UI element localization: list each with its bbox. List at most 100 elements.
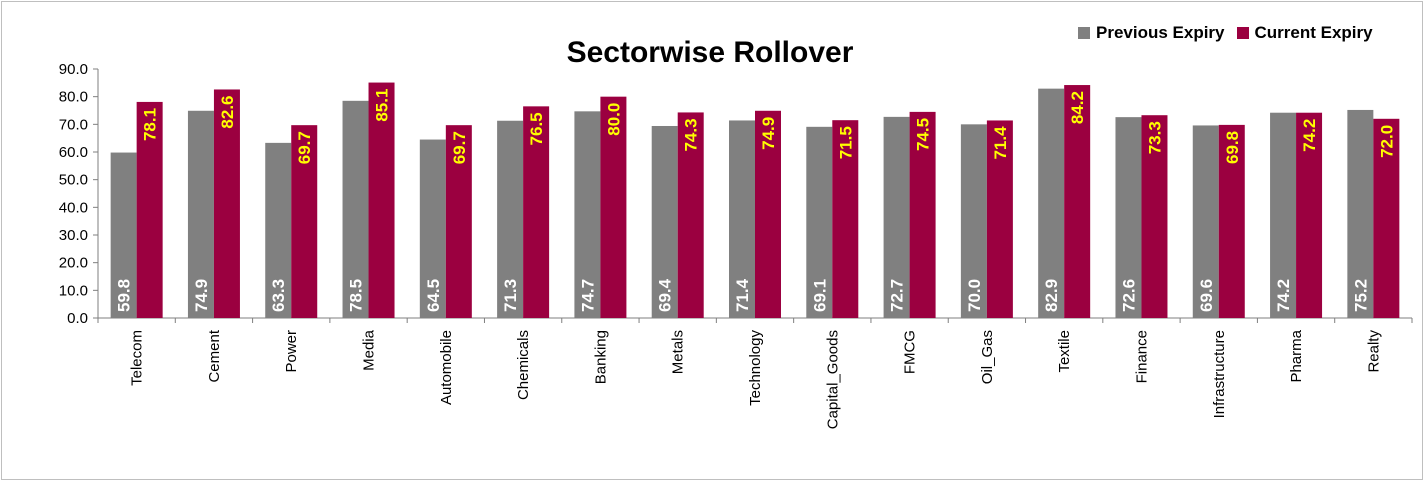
data-label-current: 84.2 xyxy=(1068,91,1087,124)
bar-previous xyxy=(1347,109,1374,319)
x-category-label: Automobile xyxy=(438,330,455,405)
data-label-previous: 71.4 xyxy=(733,278,752,312)
legend-label-current: Current Expiry xyxy=(1254,23,1373,42)
x-category-label: Cement xyxy=(206,329,223,382)
data-label-current: 69.7 xyxy=(450,131,469,164)
x-category-label: FMCG xyxy=(902,330,919,374)
data-label-previous: 69.1 xyxy=(810,279,829,312)
data-label-current: 69.7 xyxy=(295,131,314,164)
bar-current xyxy=(1141,115,1168,318)
x-category-label: Pharma xyxy=(1288,329,1305,382)
bar-previous xyxy=(1192,125,1219,318)
x-category-label: Capital_Goods xyxy=(824,330,841,429)
y-tick-label: 30.0 xyxy=(59,227,88,244)
bar-current xyxy=(445,125,472,318)
data-label-previous: 70.0 xyxy=(965,279,984,312)
y-tick-label: 0.0 xyxy=(67,310,88,327)
x-category-label: Oil_Gas xyxy=(979,330,996,384)
y-tick-label: 80.0 xyxy=(59,89,88,106)
data-label-current: 69.8 xyxy=(1223,131,1242,164)
x-category-label: Textile xyxy=(1056,330,1073,373)
data-label-previous: 63.3 xyxy=(269,279,288,312)
bar-previous xyxy=(574,111,601,318)
bar-previous xyxy=(729,120,755,319)
data-label-previous: 75.2 xyxy=(1351,279,1370,312)
x-category-label: Telecom xyxy=(129,330,146,386)
bar-current xyxy=(1296,112,1323,318)
bar-current xyxy=(677,112,704,318)
chart-legend: Previous Expiry Current Expiry xyxy=(1078,23,1373,43)
data-label-previous: 64.5 xyxy=(424,279,443,312)
bar-previous xyxy=(187,110,214,318)
bar-current xyxy=(832,120,859,318)
y-tick-label: 20.0 xyxy=(59,255,88,272)
data-label-previous: 74.7 xyxy=(578,279,597,312)
bar-current xyxy=(755,110,781,318)
data-label-current: 76.5 xyxy=(527,112,546,145)
bar-previous xyxy=(110,152,137,318)
data-label-current: 74.2 xyxy=(1300,119,1319,152)
data-label-current: 80.0 xyxy=(604,103,623,136)
data-label-current: 72.0 xyxy=(1377,125,1396,158)
bar-current xyxy=(368,82,395,318)
x-category-label: Metals xyxy=(670,330,687,374)
x-category-label: Technology xyxy=(747,330,764,406)
x-category-label: Power xyxy=(283,330,300,373)
data-label-previous: 71.3 xyxy=(501,279,520,312)
y-tick-label: 60.0 xyxy=(59,144,88,161)
data-label-current: 78.1 xyxy=(141,108,160,141)
bar-current xyxy=(1064,85,1091,319)
x-category-label: Chemicals xyxy=(515,330,532,400)
bar-previous xyxy=(497,120,524,318)
chart-title: Sectorwise Rollover xyxy=(566,36,854,69)
bar-previous xyxy=(419,139,446,318)
bar-previous xyxy=(1038,88,1065,318)
bar-previous xyxy=(960,124,987,318)
x-category-label: Finance xyxy=(1133,330,1150,383)
data-label-current: 82.6 xyxy=(218,95,237,128)
legend-swatch-current xyxy=(1236,27,1249,39)
data-label-current: 71.4 xyxy=(991,126,1010,160)
bar-previous xyxy=(806,126,833,318)
legend-swatch-previous xyxy=(1078,27,1090,39)
bar-current xyxy=(1218,124,1245,319)
legend-item-current: Current Expiry xyxy=(1236,23,1373,43)
data-label-previous: 78.5 xyxy=(347,279,366,312)
x-category-label: Infrastructure xyxy=(1211,330,1228,418)
y-tick-label: 40.0 xyxy=(59,199,88,216)
data-label-current: 74.5 xyxy=(914,118,933,151)
data-label-current: 74.3 xyxy=(682,118,701,151)
data-label-previous: 72.6 xyxy=(1119,279,1138,312)
bar-previous xyxy=(883,116,910,318)
bar-current xyxy=(986,120,1013,319)
data-label-current: 74.9 xyxy=(759,117,778,150)
data-label-previous: 69.6 xyxy=(1197,279,1216,312)
data-label-previous: 82.9 xyxy=(1042,279,1061,312)
data-label-previous: 72.7 xyxy=(888,279,907,312)
data-label-current: 71.5 xyxy=(836,126,855,159)
y-tick-label: 50.0 xyxy=(59,172,88,189)
bar-current xyxy=(136,101,163,318)
bar-current xyxy=(600,96,627,319)
bar-current xyxy=(291,125,318,318)
bar-previous xyxy=(265,142,292,318)
data-label-previous: 74.9 xyxy=(192,279,211,312)
y-tick-label: 10.0 xyxy=(59,282,88,299)
legend-item-previous: Previous Expiry xyxy=(1078,23,1225,43)
bar-previous xyxy=(1270,112,1297,318)
data-label-previous: 69.4 xyxy=(656,278,675,312)
data-label-previous: 74.2 xyxy=(1274,279,1293,312)
bar-current xyxy=(1373,118,1400,318)
legend-label-previous: Previous Expiry xyxy=(1096,23,1225,42)
y-tick-label: 70.0 xyxy=(59,116,88,133)
x-category-label: Realty xyxy=(1365,330,1382,373)
bar-current xyxy=(909,111,936,318)
bar-current xyxy=(523,106,550,318)
y-tick-label: 90.0 xyxy=(59,61,88,78)
x-category-label: Media xyxy=(361,329,378,371)
data-label-current: 85.1 xyxy=(373,89,392,122)
data-label-previous: 59.8 xyxy=(115,279,134,312)
bar-previous xyxy=(1115,117,1142,318)
data-label-current: 73.3 xyxy=(1145,121,1164,154)
